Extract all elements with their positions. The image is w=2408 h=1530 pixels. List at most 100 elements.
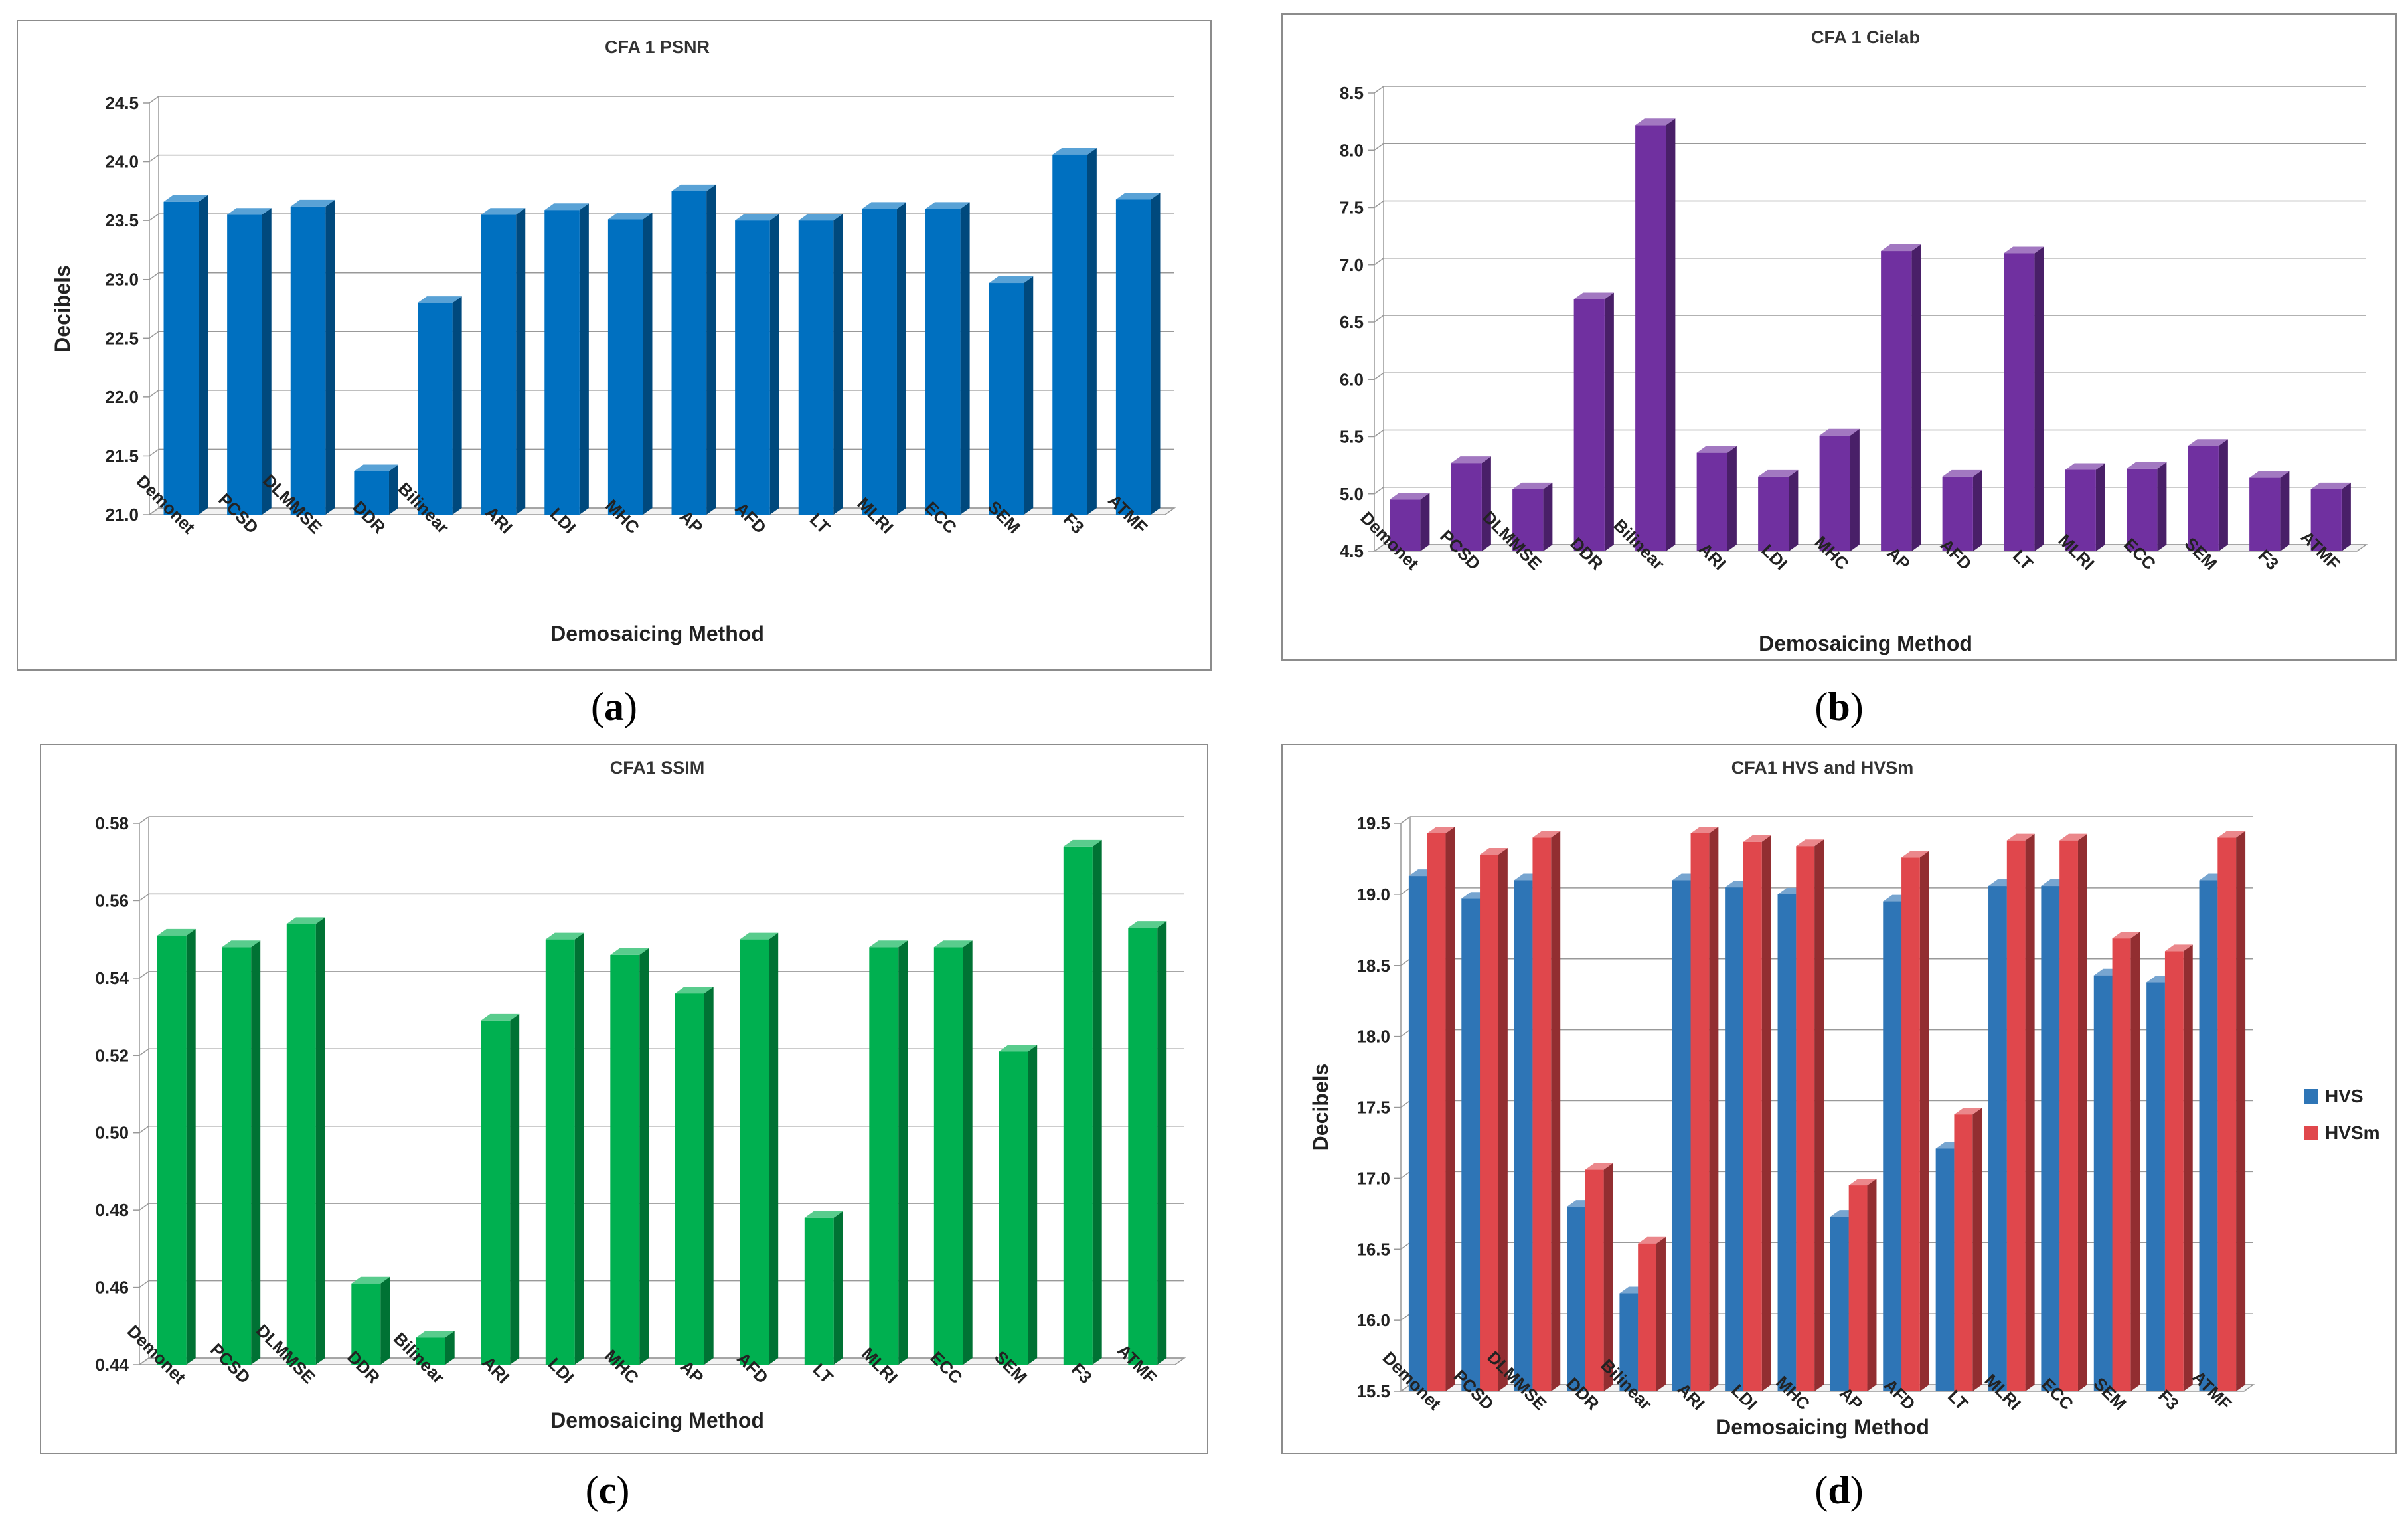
bar-top — [416, 1331, 455, 1338]
bar-cielab-ddr — [1573, 292, 1614, 551]
bar-front — [2059, 840, 2078, 1391]
bar-top — [2006, 833, 2035, 841]
bar-side — [1666, 118, 1676, 552]
chart-panel-a: CFA 1 PSNR 21.0 21.5 22.0 22.5 23.0 23.5 24.0 24… — [17, 20, 1212, 671]
bar-side — [2236, 831, 2246, 1391]
y-tick-label: 5.0 — [1340, 484, 1364, 504]
bar-top — [862, 202, 906, 209]
bar-front — [1883, 901, 1902, 1391]
bar-top — [675, 987, 714, 994]
bar-front — [1848, 1185, 1868, 1391]
gridline-diag — [1400, 1384, 1411, 1392]
bar-top — [2004, 246, 2044, 254]
y-tick-label: 0.58 — [95, 813, 129, 833]
bar-top — [354, 464, 398, 471]
bar-hvsm-pcsd — [1480, 848, 1508, 1391]
y-tick-label: 19.5 — [1356, 813, 1390, 833]
bar-top — [2112, 932, 2140, 939]
bar-front — [2199, 880, 2218, 1391]
bar-hvsm-dlmmse — [1532, 831, 1561, 1391]
bar-top — [607, 212, 653, 220]
caption-a: (a) — [591, 685, 637, 728]
bar-front — [544, 210, 580, 515]
y-tick-label: 15.5 — [1356, 1381, 1390, 1401]
bar-psnr-atmf — [1115, 193, 1161, 515]
bar-cielab-atmf — [2310, 482, 2351, 551]
bar-cielab-lt — [2004, 246, 2044, 551]
bar-hvsm-ari — [1690, 826, 1719, 1391]
bar-front — [1532, 837, 1552, 1391]
y-tick-label: 23.0 — [105, 270, 139, 290]
gridline-diag — [149, 96, 159, 104]
bar-front — [2127, 468, 2158, 551]
bar-psnr-ecc — [925, 202, 970, 515]
bar-side — [251, 940, 261, 1365]
bar-ssim-ap — [675, 987, 714, 1365]
bar-top — [869, 940, 908, 948]
bar-hvsm-sem — [2112, 932, 2140, 1391]
chart-title: CFA 1 PSNR — [605, 37, 710, 57]
bar-front — [1638, 1243, 1656, 1391]
bar-ssim-ecc — [933, 940, 973, 1365]
bar-side — [1656, 1236, 1666, 1391]
bar-top — [481, 208, 526, 215]
bar-front — [545, 939, 575, 1365]
y-tick-label: 7.5 — [1340, 198, 1364, 218]
bar-ssim-demonet — [157, 928, 196, 1365]
bar-side — [833, 214, 843, 515]
y-tick-label: 0.46 — [95, 1278, 129, 1298]
gridline-diag — [139, 816, 149, 824]
bar-top — [1532, 831, 1561, 838]
bar-side — [1481, 456, 1491, 551]
bar-side — [960, 202, 970, 515]
bar-front — [2041, 886, 2060, 1391]
bar-ssim-atmf — [1128, 921, 1167, 1365]
gridline-diag — [1374, 315, 1384, 323]
bar-front — [1901, 857, 1920, 1391]
bar-top — [735, 214, 779, 221]
bar-side — [510, 1013, 520, 1365]
bar-side — [643, 212, 653, 515]
bar-front — [2004, 253, 2035, 551]
bar-hvsm-ap — [1848, 1179, 1877, 1391]
y-tick-label: 0.52 — [95, 1045, 129, 1065]
bar-cielab-ecc — [2127, 462, 2167, 551]
gridline-diag — [1400, 816, 1411, 824]
bar-side — [1789, 469, 1799, 551]
bar-front — [1796, 846, 1815, 1391]
bar-psnr-mlri — [862, 202, 906, 515]
bar-front — [1461, 898, 1481, 1391]
bar-top — [740, 932, 779, 940]
x-axis-title: Demosaicing Method — [550, 1408, 764, 1432]
bar-top — [157, 928, 196, 936]
bar-front — [804, 1217, 834, 1365]
bar-top — [1128, 921, 1167, 928]
bar-front — [798, 220, 834, 515]
bar-hvsm-ldi — [1743, 835, 1771, 1391]
bar-ssim-bilinear — [416, 1331, 455, 1365]
caption-b: (b) — [1814, 685, 1864, 728]
bar-ssim-pcsd — [222, 940, 261, 1365]
bar-top — [2059, 833, 2087, 841]
bar-top — [1052, 147, 1097, 155]
bar-ssim-dlmmse — [286, 917, 325, 1365]
bar-front — [675, 993, 704, 1365]
chart-b: CFA 1 Cielab 4.5 5.0 5.5 6.0 6.5 7.0 7.5 8.0 8.5 D… — [1281, 13, 2397, 661]
caption-c: (c) — [585, 1468, 630, 1512]
gridline-diag — [149, 507, 159, 515]
y-tick-label: 0.48 — [95, 1200, 129, 1220]
bar-front — [2065, 469, 2096, 551]
bar-front — [925, 209, 961, 515]
bar-side — [2025, 833, 2035, 1391]
bar-side — [898, 940, 908, 1365]
y-tick-label: 0.44 — [95, 1355, 129, 1375]
x-axis-title: Demosaicing Method — [1716, 1415, 1929, 1439]
gridline-diag — [1374, 200, 1384, 209]
bar-side — [1603, 1163, 1613, 1391]
y-tick-label: 8.5 — [1340, 83, 1364, 103]
bar-front — [1115, 199, 1151, 515]
bar-hvsm-demonet — [1427, 826, 1455, 1391]
bar-front — [1690, 833, 1710, 1391]
bar-front — [2112, 938, 2131, 1391]
caption-d: (d) — [1814, 1468, 1864, 1512]
